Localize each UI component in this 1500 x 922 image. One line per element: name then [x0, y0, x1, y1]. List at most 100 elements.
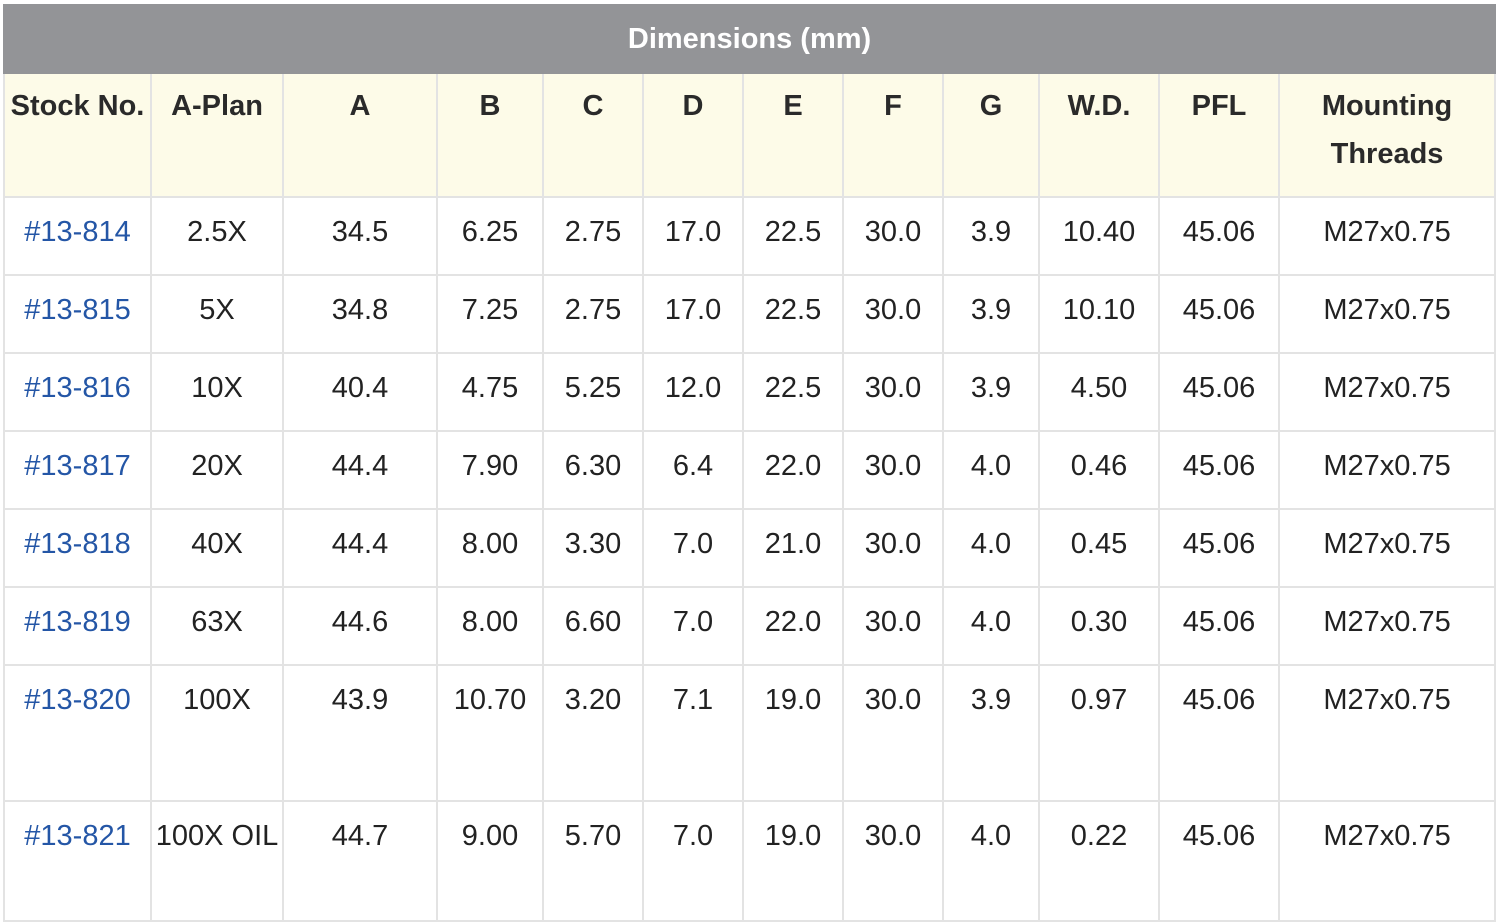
table-cell: 7.0 [642, 800, 744, 922]
table-cell: 6.60 [542, 586, 644, 666]
table-cell: 8.00 [436, 508, 544, 588]
table-cell: 44.7 [282, 800, 438, 922]
table-title: Dimensions (mm) [2, 4, 1497, 74]
stock-number-link[interactable]: #13-821 [24, 820, 131, 852]
table-cell: 0.45 [1038, 508, 1160, 588]
table-cell: M27x0.75 [1277, 196, 1497, 276]
stock-number-cell: #13-819 [3, 586, 152, 666]
column-header-6: E [742, 72, 844, 198]
stock-number-link[interactable]: #13-820 [24, 684, 131, 716]
stock-number-link[interactable]: #13-817 [24, 450, 131, 482]
table-row: #13-821 100X OIL 44.7 9.00 5.70 7.0 19.0 30.0 4.… [3, 800, 1497, 922]
stock-number-link[interactable]: #13-819 [24, 606, 131, 638]
table-cell: 22.5 [742, 352, 844, 432]
table-cell: 45.06 [1158, 508, 1280, 588]
column-header-7: F [842, 72, 944, 198]
table-cell: 2.75 [542, 196, 644, 276]
table-cell: 30.0 [842, 586, 944, 666]
table-cell: 8.00 [436, 586, 544, 666]
stock-number-cell: #13-820 [3, 664, 152, 802]
column-header-9: W.D. [1038, 72, 1160, 198]
table-cell: 3.9 [942, 196, 1040, 276]
table-cell: M27x0.75 [1277, 352, 1497, 432]
table-cell: 17.0 [642, 274, 744, 354]
stock-number-link[interactable]: #13-816 [24, 372, 131, 404]
stock-number-link[interactable]: #13-814 [24, 216, 131, 248]
table-cell: 40X [150, 508, 284, 588]
table-cell: 0.22 [1038, 800, 1160, 922]
table-cell: 45.06 [1158, 586, 1280, 666]
table-cell: 4.0 [942, 586, 1040, 666]
table-cell: 20X [150, 430, 284, 510]
table-cell: 12.0 [642, 352, 744, 432]
table-cell: 7.0 [642, 508, 744, 588]
dimensions-table-container: Dimensions (mm) Stock No. A-Plan A B C D E F G W.… [2, 4, 1497, 922]
table-cell: 44.6 [282, 586, 438, 666]
table-cell: 22.0 [742, 586, 844, 666]
column-header-2: A [282, 72, 438, 198]
table-cell: 30.0 [842, 274, 944, 354]
column-header-5: D [642, 72, 744, 198]
table-cell: 5.70 [542, 800, 644, 922]
table-cell: 6.4 [642, 430, 744, 510]
stock-number-cell: #13-816 [3, 352, 152, 432]
table-cell: 17.0 [642, 196, 744, 276]
column-header-0: Stock No. [3, 72, 152, 198]
table-cell: 63X [150, 586, 284, 666]
column-header-8: G [942, 72, 1040, 198]
table-cell: 0.97 [1038, 664, 1160, 802]
column-header-11: Mounting Threads [1277, 72, 1497, 198]
column-header-10: PFL [1158, 72, 1280, 198]
table-cell: 100X OIL [150, 800, 284, 922]
table-cell: 30.0 [842, 664, 944, 802]
table-cell: 19.0 [742, 800, 844, 922]
table-cell: M27x0.75 [1277, 430, 1497, 510]
table-cell: 7.25 [436, 274, 544, 354]
table-cell: 22.0 [742, 430, 844, 510]
table-row: #13-819 63X 44.6 8.00 6.60 7.0 22.0 30.0 4.0 0.30… [3, 586, 1497, 666]
table-cell: 21.0 [742, 508, 844, 588]
column-header-3: B [436, 72, 544, 198]
table-cell: 34.5 [282, 196, 438, 276]
table-cell: M27x0.75 [1277, 508, 1497, 588]
table-cell: 45.06 [1158, 800, 1280, 922]
table-cell: 30.0 [842, 352, 944, 432]
table-cell: 30.0 [842, 430, 944, 510]
table-cell: 4.75 [436, 352, 544, 432]
table-cell: 4.50 [1038, 352, 1160, 432]
stock-number-link[interactable]: #13-818 [24, 528, 131, 560]
table-cell: 19.0 [742, 664, 844, 802]
table-cell: M27x0.75 [1277, 274, 1497, 354]
stock-number-cell: #13-818 [3, 508, 152, 588]
table-cell: 4.0 [942, 430, 1040, 510]
table-cell: 0.30 [1038, 586, 1160, 666]
table-cell: 4.0 [942, 508, 1040, 588]
table-cell: 7.1 [642, 664, 744, 802]
table-cell: 45.06 [1158, 196, 1280, 276]
column-header-row: Stock No. A-Plan A B C D E F G W.D. PFL Mounting Th… [3, 72, 1497, 198]
table-cell: 45.06 [1158, 274, 1280, 354]
table-row: #13-815 5X 34.8 7.25 2.75 17.0 22.5 30.0 3.9 10.1… [3, 274, 1497, 354]
table-row: #13-820 100X 43.9 10.70 3.20 7.1 19.0 30.0 3.9 0.… [3, 664, 1497, 802]
table-cell: 44.4 [282, 508, 438, 588]
table-cell: 7.90 [436, 430, 544, 510]
stock-number-cell: #13-814 [3, 196, 152, 276]
table-row: #13-814 2.5X 34.5 6.25 2.75 17.0 22.5 30.0 3.9 10… [3, 196, 1497, 276]
table-cell: 0.46 [1038, 430, 1160, 510]
column-header-4: C [542, 72, 644, 198]
dimensions-table: Dimensions (mm) Stock No. A-Plan A B C D E F G W.… [2, 4, 1497, 922]
stock-number-cell: #13-817 [3, 430, 152, 510]
table-cell: 3.30 [542, 508, 644, 588]
table-cell: 5X [150, 274, 284, 354]
table-cell: 100X [150, 664, 284, 802]
stock-number-link[interactable]: #13-815 [24, 294, 131, 326]
stock-number-cell: #13-815 [3, 274, 152, 354]
table-cell: M27x0.75 [1277, 664, 1497, 802]
table-cell: 40.4 [282, 352, 438, 432]
table-cell: 43.9 [282, 664, 438, 802]
table-cell: 34.8 [282, 274, 438, 354]
table-cell: 7.0 [642, 586, 744, 666]
table-cell: 30.0 [842, 800, 944, 922]
table-cell: 44.4 [282, 430, 438, 510]
table-cell: 45.06 [1158, 430, 1280, 510]
